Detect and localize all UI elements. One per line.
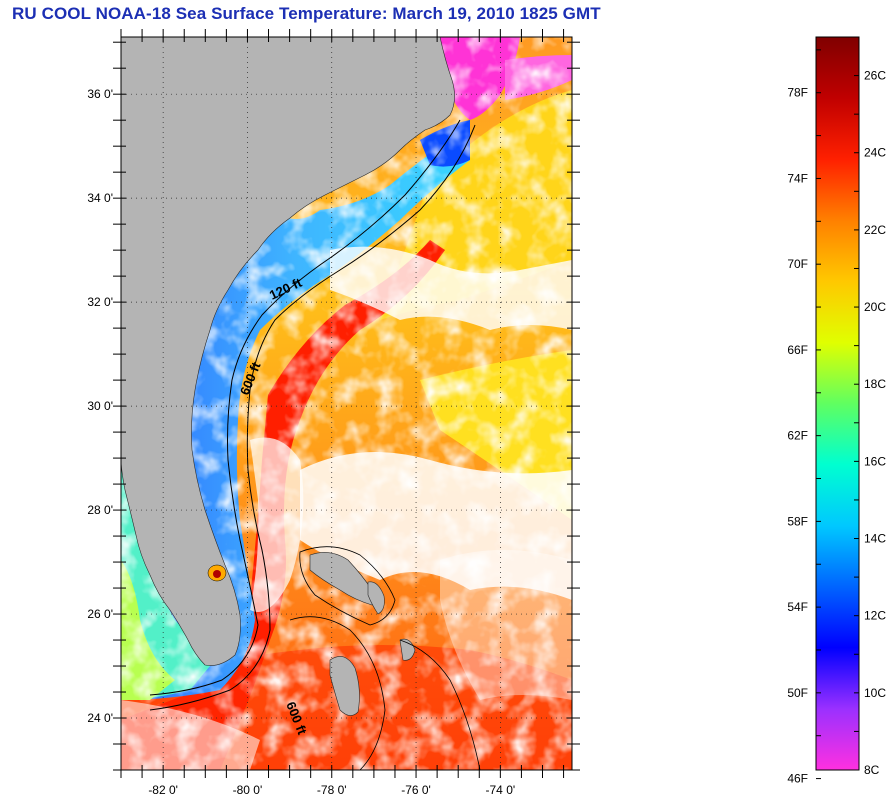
- cloud-cover: [250, 437, 304, 612]
- contour-120ft: [149, 119, 461, 696]
- land-island: [367, 581, 385, 615]
- longitude-label: -74 0': [486, 783, 516, 797]
- land-mainland: [121, 37, 455, 666]
- cloud-cover: [440, 550, 572, 700]
- lake-okeechobee-core: [213, 570, 221, 578]
- latitude-label: 34 0': [87, 191, 113, 205]
- longitude-label: -82 0': [148, 783, 178, 797]
- contour-bahamas: [399, 639, 481, 770]
- longitude-label: -78 0': [317, 783, 347, 797]
- contour-600ft: [149, 124, 476, 711]
- graticule: [121, 37, 572, 770]
- latitude-label: 30 0': [87, 399, 113, 413]
- longitude-label: -80 0': [233, 783, 263, 797]
- latitude-label: 32 0': [87, 295, 113, 309]
- latitude-label: 26 0': [87, 607, 113, 621]
- land-island: [329, 656, 360, 716]
- contour-bahamas: [289, 616, 386, 770]
- latitude-label: 24 0': [87, 711, 113, 725]
- contour-bahamas: [299, 546, 396, 626]
- cloud-cover: [330, 246, 572, 330]
- latitude-label: 28 0': [87, 503, 113, 517]
- map-title: RU COOL NOAA-18 Sea Surface Temperature:…: [12, 4, 601, 23]
- cloud-cover: [121, 700, 260, 770]
- axis-ticks: [113, 29, 580, 778]
- cloud-cover: [300, 452, 572, 600]
- map-frame: [120, 36, 573, 771]
- latitude-label: 36 0': [87, 87, 113, 101]
- longitude-label: -76 0': [401, 783, 431, 797]
